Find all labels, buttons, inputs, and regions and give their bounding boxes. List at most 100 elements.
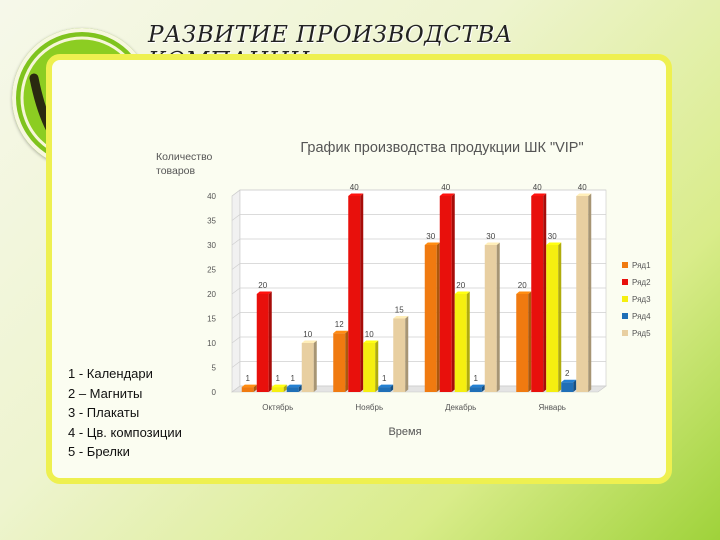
bar	[439, 196, 452, 392]
bar-side	[313, 340, 317, 392]
bar-side	[345, 330, 349, 392]
bar	[271, 387, 284, 392]
bar-top	[286, 384, 302, 388]
data-label: 1	[382, 374, 387, 383]
data-label: 10	[365, 330, 374, 339]
bar-side	[451, 193, 455, 392]
bar-side	[558, 242, 562, 392]
legend-swatch	[622, 330, 628, 336]
legend-label: Ряд5	[632, 329, 651, 338]
bar-top	[256, 291, 272, 294]
bar-side	[466, 291, 470, 392]
bar-side	[528, 291, 532, 392]
y-tick-label: 35	[207, 217, 216, 226]
bar	[378, 387, 391, 392]
y-tick-label: 25	[207, 266, 216, 275]
data-label: 10	[303, 330, 312, 339]
bar-side	[543, 193, 547, 392]
bar-top	[531, 193, 547, 196]
data-label: 1	[474, 374, 479, 383]
bar	[393, 318, 406, 392]
bar	[576, 196, 589, 392]
x-tick-label: Январь	[539, 403, 566, 412]
data-label: 12	[335, 320, 344, 329]
data-label: 30	[548, 232, 557, 241]
y-tick-label: 10	[207, 339, 216, 348]
legend-swatch	[622, 262, 628, 268]
bar	[516, 294, 529, 392]
legend-swatch	[622, 296, 628, 302]
bar-side	[375, 340, 379, 392]
data-label: 20	[518, 281, 527, 290]
bar-top	[363, 340, 379, 343]
y-tick-label: 5	[212, 364, 217, 373]
bar	[333, 333, 346, 392]
legend-swatch	[622, 313, 628, 319]
bar	[454, 294, 467, 392]
legend-label: Ряд3	[632, 295, 651, 304]
bar	[363, 343, 376, 392]
bar-side	[405, 316, 409, 392]
data-label: 40	[533, 183, 542, 192]
bar-side	[298, 384, 302, 392]
bar	[484, 245, 497, 392]
product-legend-item: 2 – Магниты	[68, 385, 143, 401]
bar-top	[241, 384, 257, 388]
gridline	[231, 238, 606, 246]
data-label: 20	[456, 281, 465, 290]
gridline	[231, 336, 606, 344]
gridline	[231, 263, 606, 270]
y-tick-label: 20	[207, 290, 216, 299]
data-label: 30	[486, 232, 495, 241]
legend-label: Ряд4	[632, 312, 651, 321]
bar-side	[268, 291, 272, 392]
bar	[256, 294, 269, 392]
data-label: 1	[276, 374, 281, 383]
gridline	[231, 287, 606, 295]
bar-side	[436, 242, 440, 392]
data-label: 2	[565, 369, 570, 378]
bar-side	[481, 384, 485, 392]
bar-top	[348, 193, 364, 196]
bar-top	[333, 330, 349, 334]
gridline	[231, 214, 606, 221]
bar	[241, 387, 254, 392]
bar-top	[424, 242, 440, 245]
bar	[286, 387, 299, 392]
data-label: 1	[291, 374, 296, 383]
bar-side	[588, 193, 592, 392]
bar-side	[253, 384, 257, 392]
bar	[531, 196, 544, 392]
y-tick-label: 15	[207, 315, 216, 324]
bar-side	[390, 384, 394, 392]
data-label: 40	[578, 183, 587, 192]
data-label: 1	[246, 374, 251, 383]
x-tick-label: Декабрь	[445, 403, 476, 412]
gridline	[231, 189, 606, 197]
bar-top	[454, 291, 470, 294]
chart-title: График производства продукции ШК "VIP"	[300, 140, 583, 156]
bar	[469, 387, 482, 392]
product-legend-list: 1 - Календари 2 – Магниты 3 - Плакаты 4 …	[68, 364, 182, 462]
bar-top	[271, 384, 287, 388]
x-axis-label: Время	[388, 426, 421, 438]
bar-side	[573, 379, 577, 392]
product-legend-item: 1 - Календари	[68, 366, 153, 381]
bar	[424, 245, 437, 392]
bar	[546, 245, 559, 392]
gridline	[231, 361, 606, 368]
legend-label: Ряд2	[632, 278, 651, 287]
y-tick-label: 40	[207, 192, 216, 201]
bar-top	[439, 193, 455, 196]
x-tick-label: Ноябрь	[355, 403, 383, 412]
bar-top	[301, 340, 317, 343]
gridline	[231, 312, 606, 319]
data-label: 40	[350, 183, 359, 192]
data-label: 20	[258, 281, 267, 290]
y-axis-label: товаров	[156, 165, 196, 177]
bar-top	[576, 193, 592, 196]
data-label: 30	[426, 232, 435, 241]
bar-top	[546, 242, 562, 245]
product-legend-item: 5 - Брелки	[68, 444, 130, 459]
